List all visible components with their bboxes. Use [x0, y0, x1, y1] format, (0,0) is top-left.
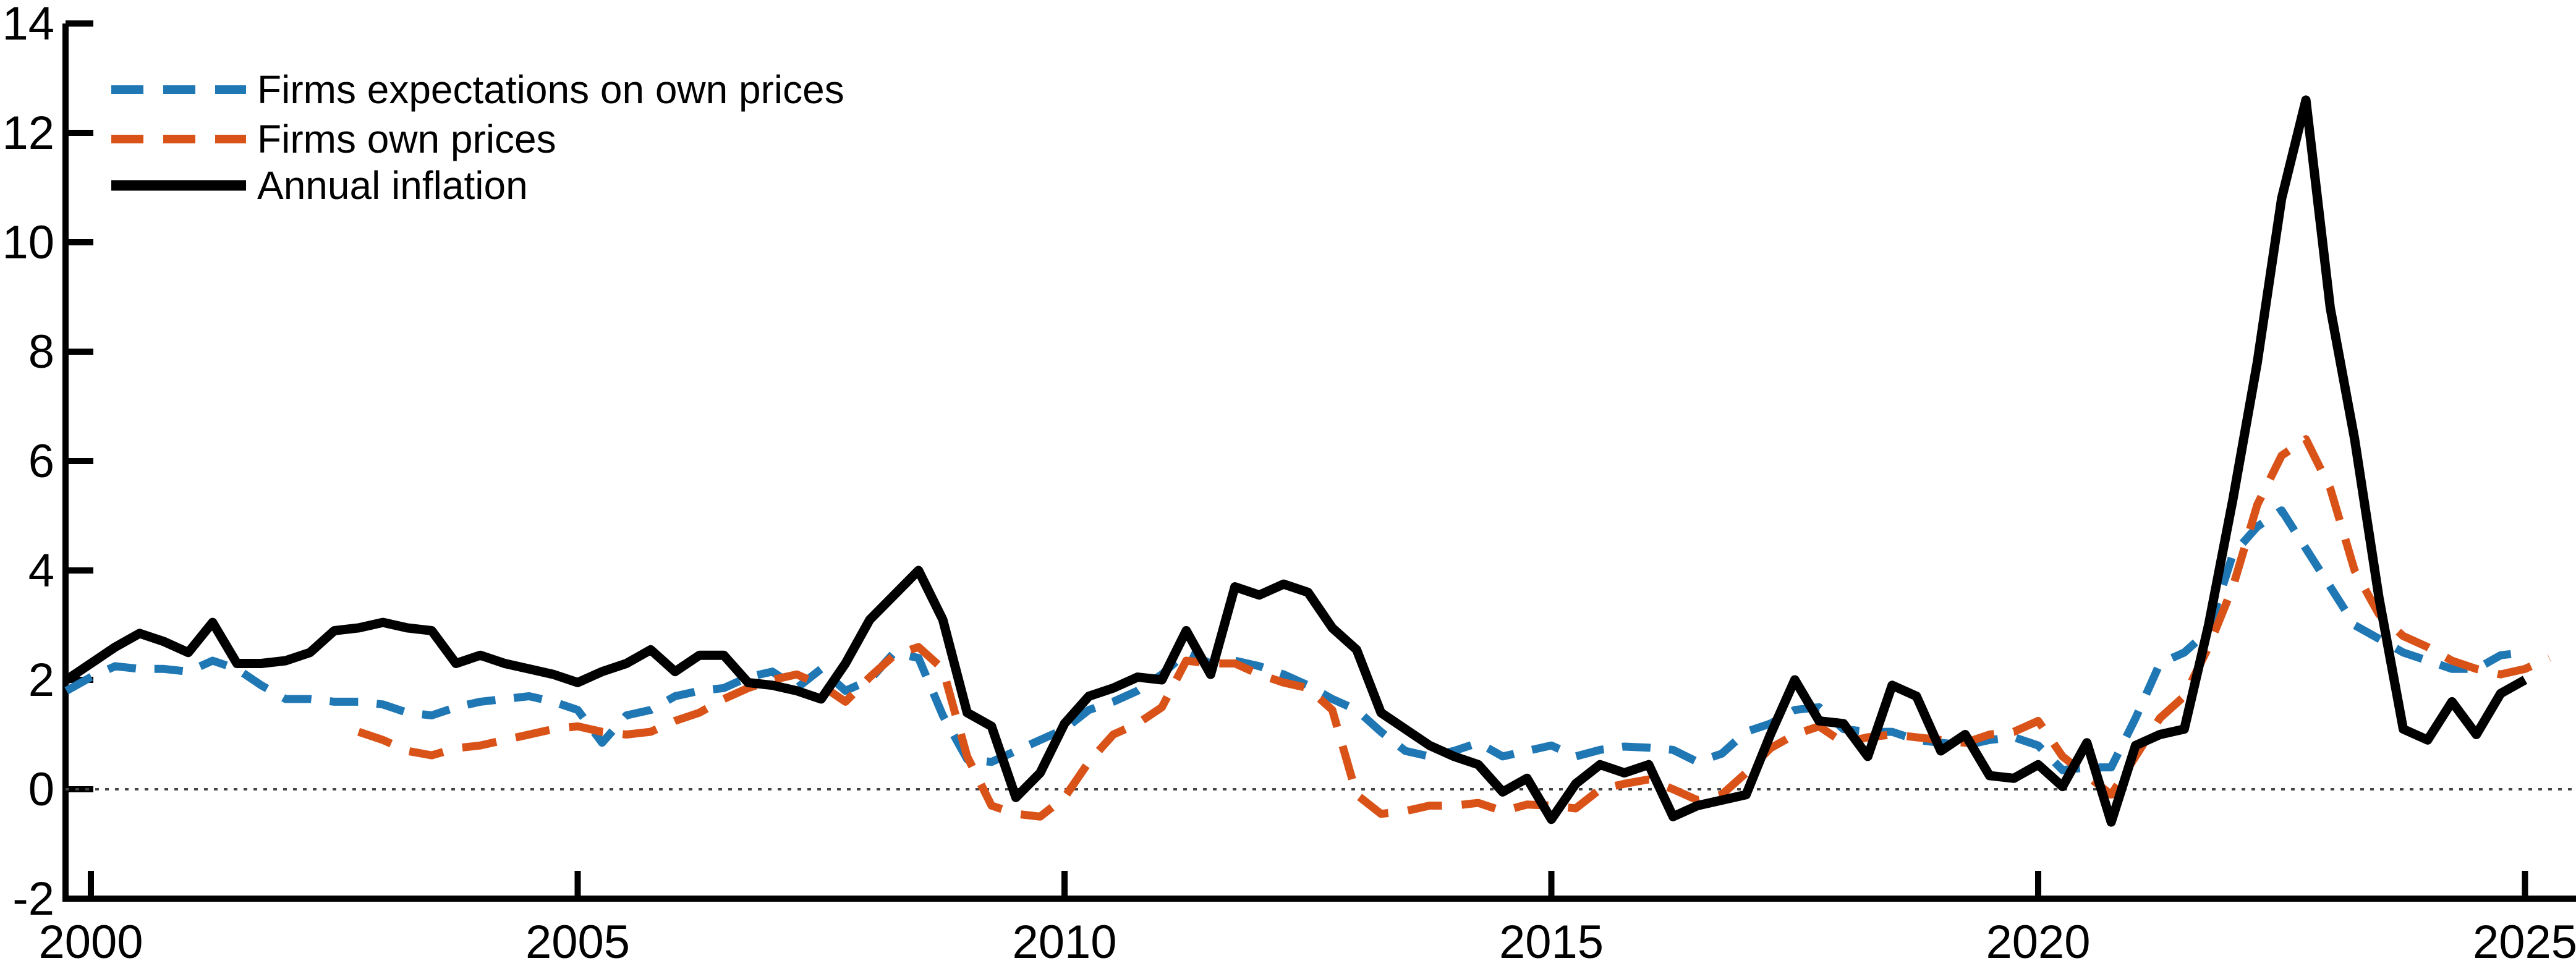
- y-tick-label: 10: [2, 216, 54, 269]
- legend: Firms expectations on own prices Firms ow…: [111, 67, 844, 208]
- y-tick-label: 2: [28, 654, 54, 706]
- legend-label-1: Firms own prices: [257, 117, 556, 161]
- y-tick-label: 0: [28, 763, 54, 816]
- series-lines: [64, 95, 2551, 827]
- series-line-0: [64, 506, 2526, 774]
- legend-label-2: Annual inflation: [257, 163, 528, 208]
- y-tick-label: 6: [28, 435, 54, 488]
- y-tick-label: 8: [28, 326, 54, 378]
- series-line-2: [64, 95, 2528, 827]
- x-tick-label: 2000: [38, 916, 143, 966]
- x-tick-label: 2010: [1012, 916, 1116, 966]
- x-tick-label: 2005: [525, 916, 630, 966]
- y-tick-label: 14: [2, 0, 54, 50]
- x-tick-label: 2015: [1499, 916, 1604, 966]
- x-tick-label: 2020: [1986, 916, 2090, 966]
- legend-label-0: Firms expectations on own prices: [257, 67, 844, 112]
- x-tick-label: 2025: [2473, 916, 2576, 966]
- y-tick-label: -2: [12, 873, 54, 925]
- y-tick-label: 12: [2, 107, 54, 159]
- y-tick-label: 4: [28, 544, 54, 597]
